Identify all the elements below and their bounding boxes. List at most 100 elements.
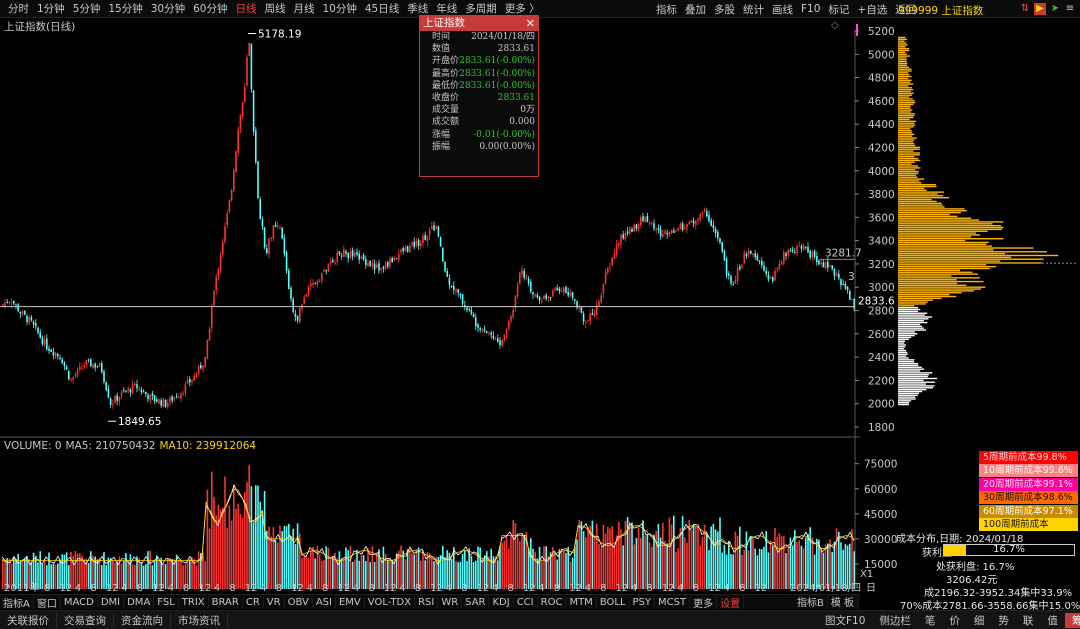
period-tab-4[interactable]: 30分钟	[150, 3, 186, 15]
tool-button-8[interactable]: 返回	[895, 3, 917, 16]
period-tab-13[interactable]: 多周期	[465, 3, 497, 15]
period-tab-14[interactable]: 更多 〉	[504, 3, 540, 15]
period-tab-10[interactable]: 45日线	[364, 3, 400, 15]
indicator-tab-20[interactable]: MTM	[566, 596, 597, 608]
candle-body	[831, 265, 833, 269]
candle-body	[822, 262, 825, 268]
chip-bar	[898, 239, 966, 242]
bottom-right-tab-5[interactable]: 势	[998, 615, 1009, 627]
info-box-header[interactable]: 上证指数 ✕	[420, 16, 538, 31]
bottom-right-tab-3[interactable]: 价	[949, 615, 960, 627]
quote-info-box[interactable]: 上证指数 ✕ 时间 2024/01/18/四 数值 2833.61 开盘价 2833.61…	[419, 15, 539, 177]
indicator-tab-4[interactable]: DMA	[124, 596, 155, 608]
indicator-settings[interactable]: 设置	[717, 595, 745, 609]
indicator-tab-1[interactable]: 窗口	[34, 595, 61, 609]
chip-bar	[898, 206, 945, 208]
tool-button-5[interactable]: F10	[801, 3, 821, 15]
candle-body	[637, 224, 640, 230]
candle-body	[494, 338, 497, 340]
indicator-tab-23[interactable]: MCST	[655, 596, 691, 608]
indicator-tab-5[interactable]: FSL	[154, 596, 179, 608]
bottom-right-tab-7[interactable]: 值	[1047, 615, 1058, 627]
period-tab-3[interactable]: 15分钟	[108, 3, 143, 15]
indicator-tab-21[interactable]: BOLL	[597, 596, 630, 608]
period-tab-8[interactable]: 月线	[293, 3, 315, 15]
bottom-right-tab-8[interactable]: 筹	[1064, 613, 1080, 628]
indicator-tab-18[interactable]: CCI	[514, 596, 538, 608]
volume-bar	[688, 519, 690, 589]
tool-button-1[interactable]: 叠加	[685, 3, 706, 16]
period-tab-11[interactable]: 季线	[407, 3, 429, 15]
period-tab-6[interactable]: 日线	[235, 3, 257, 15]
volume-bar	[635, 537, 638, 589]
indicator-tab-14[interactable]: RSI	[415, 596, 439, 608]
volume-bar	[360, 553, 363, 589]
indicator-tab-24[interactable]: 更多	[690, 595, 718, 609]
indicator-tab-22[interactable]: PSY	[630, 596, 656, 608]
indicator-tab-2[interactable]: MACD	[61, 596, 98, 608]
tool-button-0[interactable]: 指标	[656, 3, 677, 16]
bottom-link-1[interactable]: 交易查询	[57, 612, 114, 628]
volume-bar	[120, 563, 123, 589]
volume-bar	[499, 545, 501, 589]
close-icon[interactable]: ✕	[525, 17, 535, 30]
bottom-right-tab-1[interactable]: 侧边栏	[879, 615, 911, 627]
indicator-right-tab-0[interactable]: 指标B	[794, 594, 828, 609]
tool-button-7[interactable]: +自选	[857, 3, 888, 16]
indicator-tab-16[interactable]: SAR	[462, 596, 490, 608]
indicator-tab-6[interactable]: TRIX	[179, 596, 209, 608]
indicator-tab-15[interactable]: WR	[438, 596, 463, 608]
indicator-tab-19[interactable]: ROC	[538, 596, 567, 608]
indicator-tab-3[interactable]: DMI	[98, 596, 125, 608]
chip-bar	[898, 53, 907, 55]
bottom-link-0[interactable]: 关联报价	[0, 612, 57, 628]
tool-button-4[interactable]: 画线	[772, 3, 793, 16]
period-tab-5[interactable]: 60分钟	[193, 3, 228, 15]
indicator-right-tab-1[interactable]: 模 板	[828, 594, 859, 609]
candle-body	[492, 335, 495, 338]
bottom-right-tab-0[interactable]: 图文F10	[825, 615, 866, 627]
indicator-tab-8[interactable]: CR	[243, 596, 264, 608]
candle-body	[477, 324, 479, 328]
period-tab-12[interactable]: 年线	[436, 3, 458, 15]
bottom-link-2[interactable]: 资金流向	[114, 612, 171, 628]
volume-bar	[512, 520, 514, 589]
bottom-link-3[interactable]: 市场资讯	[171, 612, 228, 628]
indicator-tab-11[interactable]: ASI	[313, 596, 336, 608]
chip-bar	[898, 375, 928, 378]
volume-bar	[57, 563, 59, 589]
period-tab-1[interactable]: 1分钟	[37, 3, 65, 15]
period-tab-9[interactable]: 10分钟	[322, 3, 357, 15]
candle-body	[536, 294, 539, 298]
green-arrow-icon[interactable]: ➤	[1050, 3, 1060, 14]
indicator-tab-12[interactable]: EMV	[336, 596, 365, 608]
candle-body	[459, 293, 462, 296]
indicator-tab-7[interactable]: BRAR	[209, 596, 243, 608]
indicator-tab-17[interactable]: KDJ	[489, 596, 514, 608]
volume-bar	[15, 558, 17, 589]
indicator-tab-9[interactable]: VR	[264, 596, 285, 608]
tool-button-3[interactable]: 统计	[743, 3, 764, 16]
indicator-tab-13[interactable]: VOL-TDX	[365, 596, 416, 608]
volume-bar	[725, 554, 728, 589]
bottom-right-tab-4[interactable]: 细	[973, 615, 985, 627]
chip-bar	[898, 172, 919, 175]
bottom-right-tab-6[interactable]: 联	[1022, 615, 1034, 627]
flag-icon[interactable]: ▶	[1034, 3, 1046, 15]
period-tab-0[interactable]: 分时	[8, 3, 29, 15]
chip-bar	[898, 344, 906, 346]
period-tab-7[interactable]: 周线	[264, 3, 286, 15]
kline-chart[interactable]: 5200 5000 4800 4600 4400 4200 4000 3800 3600 3400…	[0, 0, 1080, 594]
indicator-tab-10[interactable]: OBV	[285, 596, 313, 608]
indicator-tab-0[interactable]: 指标A	[0, 595, 34, 609]
candle-body	[239, 114, 242, 129]
menu-icon[interactable]: ≡	[1065, 3, 1075, 14]
tool-button-2[interactable]: 多股	[714, 3, 735, 16]
chip-bar	[898, 94, 913, 96]
bottom-right-tab-2[interactable]: 笔	[924, 615, 936, 627]
period-tab-2[interactable]: 5分钟	[72, 3, 101, 15]
arrow-up-down-icon[interactable]: ⇅	[1020, 3, 1030, 14]
candle-body	[754, 253, 756, 258]
tool-button-6[interactable]: 标记	[828, 3, 850, 16]
volume-bar	[138, 558, 140, 589]
